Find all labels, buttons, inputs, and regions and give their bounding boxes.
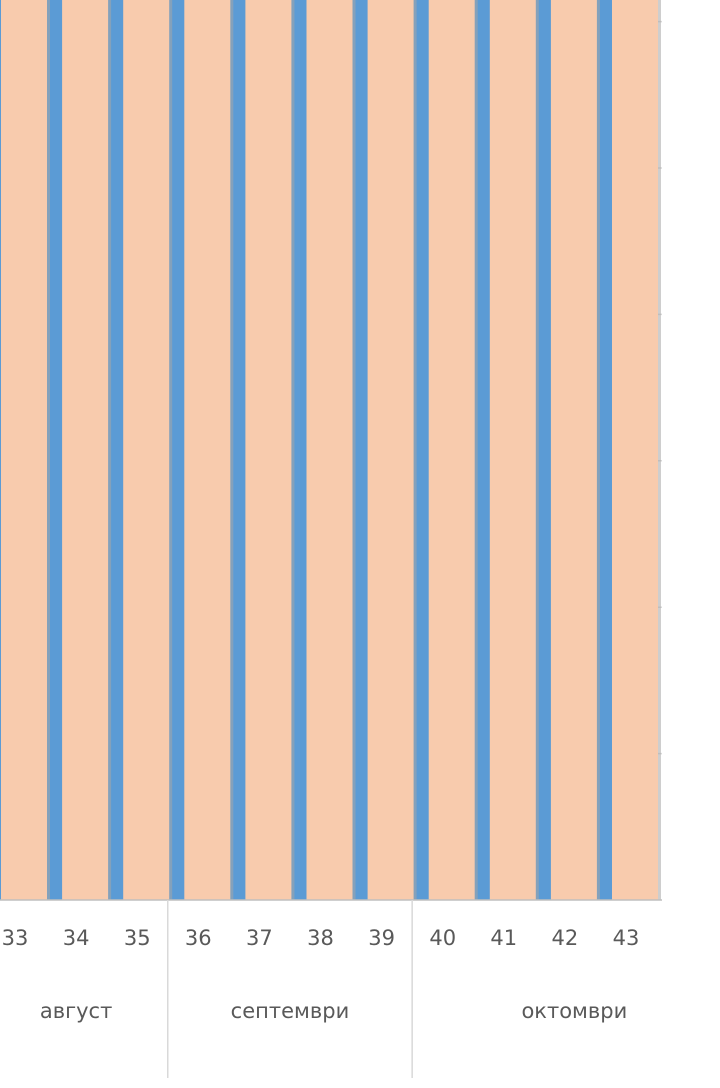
x-tick-label: 38 (307, 926, 334, 950)
bar-orange (612, 0, 658, 900)
bar-orange (306, 0, 353, 900)
bar-orange (245, 0, 292, 901)
x-tick-label: 34 (63, 926, 90, 950)
bar-orange (62, 0, 109, 900)
x-tick-label: 36 (185, 926, 212, 950)
x-tick-label: 39 (368, 926, 395, 950)
month-label: октомври (521, 999, 627, 1023)
x-tick-label: 35 (124, 926, 151, 950)
x-tick-label: 43 (613, 926, 640, 950)
bar-orange (1, 0, 47, 900)
month-label: август (40, 999, 113, 1023)
series-orange-bars (1, 0, 661, 901)
month-label: септември (231, 999, 350, 1023)
bar-orange (550, 0, 597, 901)
bar-orange (184, 0, 231, 900)
bar-orange (123, 0, 170, 900)
bar-orange (489, 0, 536, 900)
x-tick-label: 37 (246, 926, 273, 950)
bar-orange (428, 0, 475, 900)
month-labels: август септември октомври (40, 900, 627, 1078)
x-tick-label: 33 (2, 926, 29, 950)
x-tick-label: 42 (552, 926, 579, 950)
bar-orange (367, 0, 414, 901)
x-tick-label: 41 (490, 926, 517, 950)
x-tick-labels: 33 34 35 36 37 38 39 40 41 42 43 (2, 926, 640, 950)
x-tick-label: 40 (429, 926, 456, 950)
